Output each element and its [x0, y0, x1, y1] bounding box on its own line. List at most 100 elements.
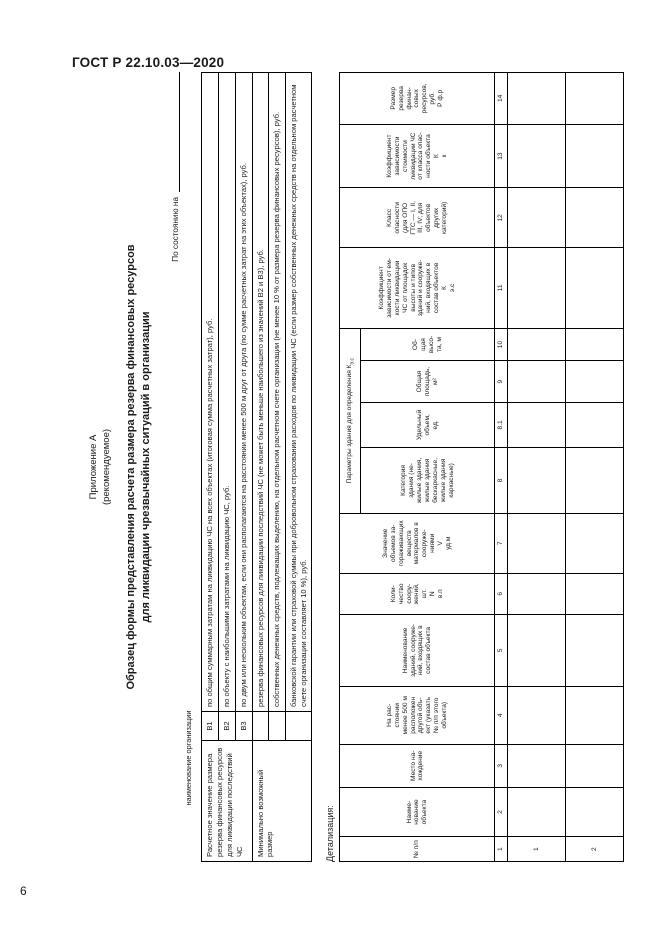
detalization-label: Детализация:	[325, 805, 336, 862]
row-number-cell[interactable]: 2	[565, 836, 624, 862]
data-cell[interactable]	[507, 573, 566, 615]
landscape-content: Приложение А (рекомендуемое) Образец фор…	[88, 72, 661, 862]
col-head-7: Значение объемов за-гораживающих веществ ма…	[339, 513, 495, 574]
col-num-12: 12	[494, 187, 508, 248]
col-head-14: Размер резерва финан-совых ресурсов, руб. Р ф…	[339, 72, 495, 125]
data-cell[interactable]	[565, 787, 624, 837]
organization-name-caption: наименование организации	[184, 710, 194, 806]
detalization-table: № п/п Наиме-нование объекта Место на-хожд…	[339, 72, 624, 862]
col-head-2: Наиме-нование объекта	[339, 787, 495, 837]
data-cell[interactable]	[507, 72, 566, 125]
table-row: 1	[507, 72, 566, 862]
col-head-12: Класс опасности (для ОПО ГТС — I, II, III, I…	[339, 187, 495, 248]
summary-table: Расчетное значение размера резерва финан…	[201, 72, 312, 862]
page-number: 6	[20, 884, 27, 898]
col-num-10: 10	[494, 328, 508, 361]
form-title-line-2: для ликвидации чрезвычайных ситуаций в о…	[140, 311, 153, 623]
data-cell[interactable]	[507, 744, 566, 788]
data-cell[interactable]	[565, 614, 624, 687]
data-cell[interactable]	[565, 513, 624, 574]
data-cell[interactable]	[507, 447, 566, 514]
summary-label-calc: Расчетное значение размера резерва финан…	[201, 740, 253, 862]
col-head-10: Об-щая высо-та, м	[360, 328, 495, 361]
summary-table-body: Расчетное значение размера резерва финан…	[201, 72, 312, 862]
summary-label-min: Минимально возможный размер	[252, 740, 312, 862]
col-head-3: Место на-хождение	[339, 744, 495, 788]
summary-code-b3: В3	[235, 711, 253, 741]
col-head-group-params: Параметры здания для определения Кэ.с	[339, 328, 361, 514]
col-num-14: 14	[494, 72, 508, 125]
column-number-row: 1 2 3 4 5 6 7 8 8.1 9 10 11 12 13 14	[494, 72, 508, 862]
col-num-5: 5	[494, 614, 508, 687]
col-num-3: 3	[494, 744, 508, 788]
col-num-6: 6	[494, 573, 508, 615]
appendix-line-2: (рекомендуемое)	[100, 428, 112, 506]
data-cell[interactable]	[565, 744, 624, 788]
signature-sign[interactable]: подпись	[650, 342, 661, 592]
summary-text-min-3: банковской гарантии или страховой суммы …	[285, 72, 312, 712]
data-cell[interactable]	[565, 402, 624, 448]
summary-text-min-2: собственных денежных средств, подлежащих…	[268, 72, 286, 712]
table-row: Расчетное значение размера резерва финан…	[201, 72, 253, 862]
col-head-1: № п/п	[339, 836, 495, 862]
data-cell[interactable]	[507, 187, 566, 248]
col-num-1: 1	[494, 836, 508, 862]
summary-code-b1: В1	[201, 711, 219, 741]
data-cell[interactable]	[565, 447, 624, 514]
col-num-4: 4	[494, 686, 508, 745]
data-cell[interactable]	[507, 787, 566, 837]
signature-initials[interactable]: инициалы, фамилия	[650, 72, 661, 322]
data-cell[interactable]	[507, 402, 566, 448]
data-cell[interactable]	[507, 361, 566, 403]
col-head-11: Коэффициент зависимости от ем-кости ликви…	[339, 247, 495, 329]
date-input-rule[interactable]	[168, 72, 181, 192]
signature-position-rule[interactable]	[650, 612, 661, 862]
summary-text-min-1: резерва финансовых ресурсов для ликвидац…	[252, 72, 269, 712]
summary-code-min-1	[252, 711, 269, 741]
summary-code-min-3	[285, 711, 312, 741]
signature-position[interactable]: должность	[650, 612, 661, 862]
col-num-8: 8	[494, 447, 508, 514]
col-head-8: Категория здания (не-жилые здания, жилые з…	[360, 447, 495, 514]
table-row: Минимально возможный размер резерва фина…	[252, 72, 312, 862]
data-cell[interactable]	[507, 328, 566, 361]
signature-initials-rule[interactable]	[650, 72, 661, 322]
standard-header: ГОСТ Р 22.10.03—2020	[72, 55, 225, 70]
detalization-table-head: № п/п Наиме-нование объекта Место на-хожд…	[339, 72, 508, 862]
data-cell[interactable]	[507, 686, 566, 745]
col-num-9: 9	[494, 361, 508, 403]
col-head-9: Общая площадь, м²	[360, 361, 495, 403]
data-cell[interactable]	[565, 187, 624, 248]
data-cell[interactable]	[565, 247, 624, 329]
col-num-11: 11	[494, 247, 508, 329]
summary-text-b2: по объекту с наибольшими затратами на ли…	[218, 72, 236, 712]
col-num-7: 7	[494, 513, 508, 574]
col-head-4: На рас-стоянии менее 500 м расположен друго…	[339, 686, 495, 745]
signature-block: должность подпись инициалы, фамилия	[650, 72, 661, 862]
organization-row: По состоянию на	[168, 72, 181, 862]
data-cell[interactable]	[565, 72, 624, 125]
data-cell[interactable]	[565, 686, 624, 745]
data-cell[interactable]	[565, 361, 624, 403]
header-group-row: № п/п Наиме-нование объекта Место на-хожд…	[339, 72, 495, 862]
data-cell[interactable]	[507, 247, 566, 329]
col-head-8-1: Удельный объем, ед.	[360, 402, 495, 448]
table-row: 2	[565, 72, 624, 862]
summary-code-min-2	[268, 711, 286, 741]
row-number-cell[interactable]: 1	[507, 836, 566, 862]
appendix-block: Приложение А (рекомендуемое)	[88, 72, 114, 862]
data-cell[interactable]	[507, 614, 566, 687]
col-head-13: Коэффициент зависимости стоимости ликвидаци…	[339, 124, 495, 188]
date-field-group: По состоянию на	[168, 72, 181, 262]
data-cell[interactable]	[565, 124, 624, 188]
data-cell[interactable]	[507, 124, 566, 188]
col-num-2: 2	[494, 787, 508, 837]
signature-sign-rule[interactable]	[650, 342, 661, 592]
data-cell[interactable]	[565, 328, 624, 361]
data-cell[interactable]	[507, 513, 566, 574]
data-cell[interactable]	[565, 573, 624, 615]
form-title: Образец формы представления расчета разм…	[124, 72, 155, 862]
